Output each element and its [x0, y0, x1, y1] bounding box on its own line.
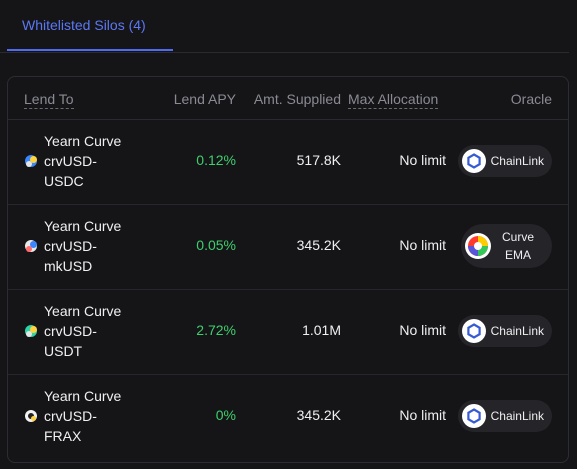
table-row[interactable]: Yearn Curve crvUSD- USDC 0.12% 517.8K No… [8, 119, 568, 205]
amt-supplied-value: 517.8K [296, 152, 341, 168]
lend-apy-value: 0% [215, 407, 236, 423]
yearn-vault-icon [25, 410, 37, 422]
yearn-vault-icon [25, 325, 37, 337]
oracle-badge[interactable]: ChainLink [457, 145, 552, 177]
oracle-label: Curve EMA [501, 230, 534, 262]
header-amt-supplied: Amt. Supplied [253, 91, 341, 107]
amt-supplied-value: 345.2K [296, 237, 341, 253]
max-allocation-value: No limit [399, 407, 446, 423]
silos-table: Lend To Lend APY Amt. Supplied Max Alloc… [7, 76, 569, 463]
oracle-label: ChainLink [490, 154, 544, 168]
silo-name[interactable]: Yearn Curve crvUSD- USDC [44, 133, 122, 189]
amt-supplied-value: 1.01M [302, 322, 341, 338]
chainlink-icon [461, 319, 486, 343]
header-lend-to[interactable]: Lend To [24, 91, 74, 109]
max-allocation-value: No limit [399, 322, 446, 338]
oracle-badge[interactable]: ChainLink [457, 315, 552, 347]
silo-name[interactable]: Yearn Curve crvUSD- mkUSD [44, 218, 122, 274]
silo-name[interactable]: Yearn Curve crvUSD- USDT [44, 303, 122, 359]
table-row[interactable]: Yearn Curve crvUSD- mkUSD 0.05% 345.2K N… [8, 204, 568, 290]
lend-apy-value: 0.05% [196, 237, 236, 253]
max-allocation-value: No limit [399, 237, 446, 253]
tab-bar: Whitelisted Silos (4) [0, 0, 569, 53]
table-header: Lend To Lend APY Amt. Supplied Max Alloc… [8, 77, 568, 120]
yearn-vault-icon [25, 240, 37, 252]
oracle-label: ChainLink [490, 324, 544, 338]
oracle-badge[interactable]: Curve EMA [461, 224, 552, 268]
chainlink-icon [461, 404, 486, 428]
header-oracle: Oracle [510, 91, 552, 107]
oracle-badge[interactable]: ChainLink [457, 400, 552, 432]
lend-apy-value: 2.72% [196, 322, 236, 338]
max-allocation-value: No limit [399, 152, 446, 168]
lend-apy-value: 0.12% [196, 152, 236, 168]
yearn-vault-icon [25, 155, 37, 167]
oracle-label: ChainLink [490, 409, 544, 423]
amt-supplied-value: 345.2K [296, 407, 341, 423]
silo-name[interactable]: Yearn Curve crvUSD- FRAX [44, 388, 122, 444]
header-max-allocation[interactable]: Max Allocation [348, 91, 439, 109]
header-lend-apy: Lend APY [173, 91, 236, 107]
table-row[interactable]: Yearn Curve crvUSD- FRAX 0% 345.2K No li… [8, 374, 568, 459]
chainlink-icon [461, 149, 486, 173]
curve-icon [465, 233, 491, 259]
table-row[interactable]: Yearn Curve crvUSD- USDT 2.72% 1.01M No … [8, 289, 568, 375]
tab-whitelisted-silos[interactable]: Whitelisted Silos (4) [7, 0, 173, 51]
